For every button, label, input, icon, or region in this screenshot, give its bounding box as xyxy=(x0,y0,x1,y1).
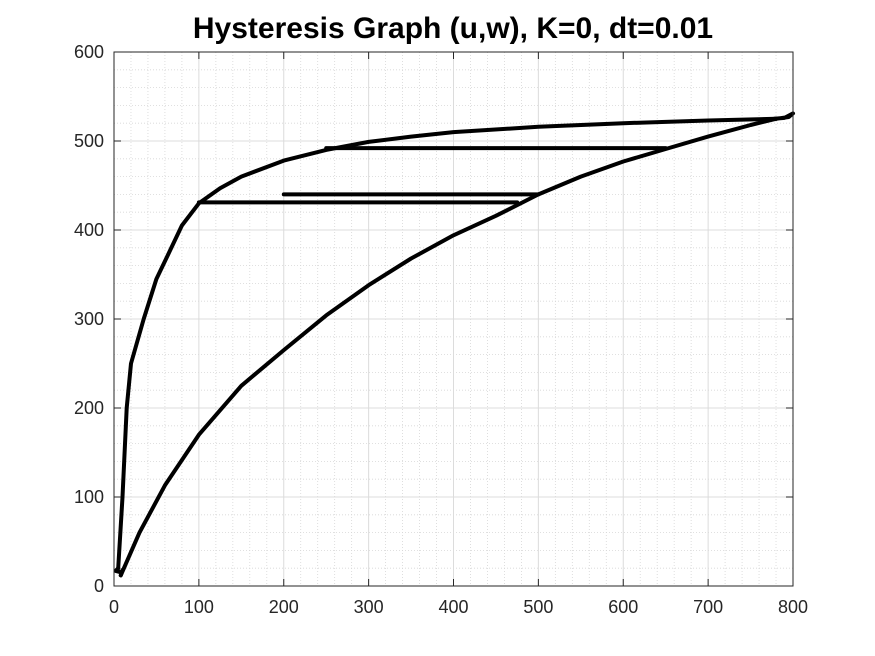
x-tick-label: 700 xyxy=(693,597,723,617)
chart-title: Hysteresis Graph (u,w), K=0, dt=0.01 xyxy=(193,12,713,45)
axis-ticks xyxy=(113,51,794,587)
y-tick-labels: 0 100 200 300 400 500 600 xyxy=(74,42,104,596)
series-layer xyxy=(113,111,795,578)
x-tick-label: 0 xyxy=(109,597,119,617)
series-line-1 xyxy=(118,116,778,578)
series-line-2 xyxy=(116,116,778,571)
x-tick-label: 800 xyxy=(778,597,808,617)
x-tick-label: 400 xyxy=(438,597,468,617)
y-tick-label: 0 xyxy=(94,576,104,596)
x-tick-labels: 0 100 200 300 400 500 600 700 800 xyxy=(109,597,808,617)
x-tick-label: 300 xyxy=(354,597,384,617)
y-tick-label: 600 xyxy=(74,42,104,62)
x-tick-label: 200 xyxy=(269,597,299,617)
y-tick-label: 200 xyxy=(74,398,104,418)
y-tick-label: 400 xyxy=(74,220,104,240)
x-tick-label: 600 xyxy=(608,597,638,617)
y-tick-label: 500 xyxy=(74,131,104,151)
y-tick-label: 100 xyxy=(74,487,104,507)
series-line-4 xyxy=(113,566,125,578)
x-tick-label: 100 xyxy=(184,597,214,617)
y-tick-label: 300 xyxy=(74,309,104,329)
x-tick-label: 500 xyxy=(523,597,553,617)
